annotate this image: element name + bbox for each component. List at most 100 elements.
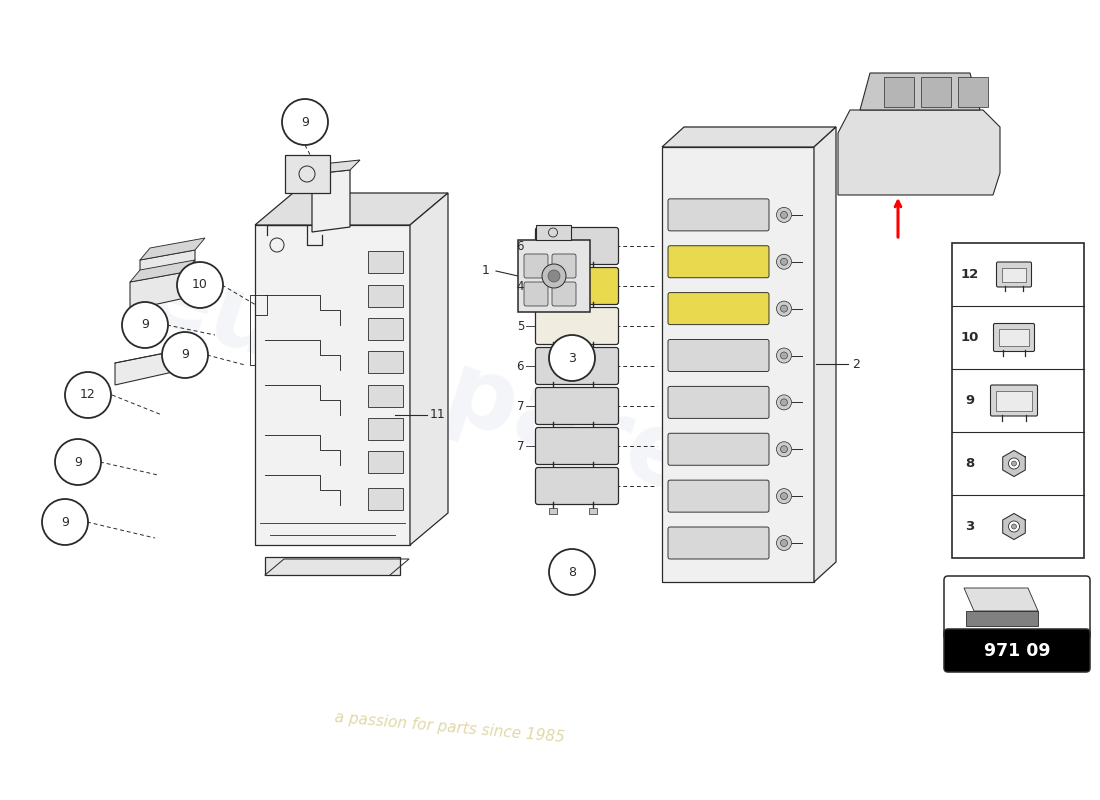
Text: 10: 10 bbox=[192, 278, 208, 291]
FancyBboxPatch shape bbox=[588, 308, 597, 314]
Text: 11: 11 bbox=[430, 409, 446, 422]
Text: 7: 7 bbox=[517, 439, 524, 453]
Polygon shape bbox=[255, 193, 448, 225]
Text: 4: 4 bbox=[517, 279, 524, 293]
Circle shape bbox=[55, 439, 101, 485]
Circle shape bbox=[777, 207, 792, 222]
FancyBboxPatch shape bbox=[549, 508, 557, 514]
FancyBboxPatch shape bbox=[368, 385, 403, 407]
Text: 971 09: 971 09 bbox=[983, 642, 1050, 660]
FancyBboxPatch shape bbox=[588, 508, 597, 514]
FancyBboxPatch shape bbox=[552, 254, 576, 278]
FancyBboxPatch shape bbox=[552, 282, 576, 306]
Circle shape bbox=[162, 332, 208, 378]
Circle shape bbox=[777, 535, 792, 550]
Text: 2: 2 bbox=[852, 358, 860, 371]
Circle shape bbox=[777, 348, 792, 363]
Polygon shape bbox=[838, 110, 1000, 195]
Circle shape bbox=[549, 335, 595, 381]
FancyBboxPatch shape bbox=[952, 243, 1084, 558]
Polygon shape bbox=[662, 127, 836, 147]
Circle shape bbox=[781, 352, 788, 359]
FancyBboxPatch shape bbox=[944, 576, 1090, 640]
Circle shape bbox=[781, 211, 788, 218]
Circle shape bbox=[65, 372, 111, 418]
Polygon shape bbox=[130, 272, 185, 310]
Circle shape bbox=[282, 99, 328, 145]
Circle shape bbox=[542, 264, 566, 288]
Polygon shape bbox=[964, 588, 1038, 611]
Text: 8: 8 bbox=[568, 566, 576, 578]
FancyBboxPatch shape bbox=[588, 468, 597, 474]
Polygon shape bbox=[1003, 450, 1025, 477]
FancyBboxPatch shape bbox=[996, 390, 1032, 410]
Polygon shape bbox=[130, 260, 195, 282]
FancyBboxPatch shape bbox=[997, 262, 1032, 287]
FancyBboxPatch shape bbox=[285, 155, 330, 193]
FancyBboxPatch shape bbox=[549, 348, 557, 354]
Polygon shape bbox=[410, 193, 448, 545]
Circle shape bbox=[777, 254, 792, 270]
Circle shape bbox=[177, 262, 223, 308]
FancyBboxPatch shape bbox=[588, 348, 597, 354]
FancyBboxPatch shape bbox=[884, 77, 914, 107]
Circle shape bbox=[1012, 524, 1016, 529]
FancyBboxPatch shape bbox=[921, 77, 952, 107]
Text: 9: 9 bbox=[301, 115, 309, 129]
FancyBboxPatch shape bbox=[536, 387, 618, 425]
Text: 9: 9 bbox=[62, 515, 69, 529]
Polygon shape bbox=[312, 170, 350, 232]
Circle shape bbox=[42, 499, 88, 545]
Circle shape bbox=[777, 442, 792, 457]
FancyBboxPatch shape bbox=[524, 254, 548, 278]
FancyBboxPatch shape bbox=[588, 428, 597, 434]
Text: 9: 9 bbox=[74, 455, 81, 469]
FancyBboxPatch shape bbox=[536, 467, 618, 505]
Circle shape bbox=[1012, 461, 1016, 466]
Text: eurospare: eurospare bbox=[133, 246, 707, 514]
FancyBboxPatch shape bbox=[536, 267, 618, 305]
Circle shape bbox=[777, 395, 792, 410]
FancyBboxPatch shape bbox=[524, 282, 548, 306]
FancyBboxPatch shape bbox=[536, 427, 618, 465]
Text: 8: 8 bbox=[966, 457, 975, 470]
Circle shape bbox=[781, 258, 788, 266]
FancyBboxPatch shape bbox=[536, 225, 571, 240]
Polygon shape bbox=[312, 160, 360, 174]
FancyBboxPatch shape bbox=[368, 351, 403, 373]
Text: 3: 3 bbox=[568, 351, 576, 365]
FancyBboxPatch shape bbox=[668, 293, 769, 325]
FancyBboxPatch shape bbox=[265, 557, 400, 575]
Text: 12: 12 bbox=[80, 389, 96, 402]
Text: a passion for parts since 1985: a passion for parts since 1985 bbox=[334, 710, 565, 746]
FancyBboxPatch shape bbox=[536, 227, 618, 265]
FancyBboxPatch shape bbox=[368, 418, 403, 440]
Polygon shape bbox=[140, 250, 195, 288]
Polygon shape bbox=[966, 611, 1038, 626]
FancyBboxPatch shape bbox=[668, 246, 769, 278]
FancyBboxPatch shape bbox=[518, 240, 590, 312]
Text: 1: 1 bbox=[482, 265, 490, 278]
Circle shape bbox=[1009, 521, 1020, 532]
Circle shape bbox=[781, 399, 788, 406]
Text: 9: 9 bbox=[182, 349, 189, 362]
FancyBboxPatch shape bbox=[588, 388, 597, 394]
Circle shape bbox=[781, 493, 788, 500]
FancyBboxPatch shape bbox=[549, 388, 557, 394]
Text: 12: 12 bbox=[961, 268, 979, 281]
Polygon shape bbox=[116, 347, 195, 385]
FancyBboxPatch shape bbox=[588, 268, 597, 274]
FancyBboxPatch shape bbox=[668, 386, 769, 418]
Circle shape bbox=[777, 301, 792, 316]
FancyBboxPatch shape bbox=[668, 199, 769, 231]
FancyBboxPatch shape bbox=[368, 488, 403, 510]
FancyBboxPatch shape bbox=[549, 268, 557, 274]
Text: 6: 6 bbox=[517, 359, 524, 373]
FancyBboxPatch shape bbox=[668, 527, 769, 559]
Circle shape bbox=[781, 539, 788, 546]
Circle shape bbox=[548, 270, 560, 282]
Text: 9: 9 bbox=[141, 318, 149, 331]
Polygon shape bbox=[255, 225, 410, 545]
FancyBboxPatch shape bbox=[368, 451, 403, 473]
FancyBboxPatch shape bbox=[549, 308, 557, 314]
